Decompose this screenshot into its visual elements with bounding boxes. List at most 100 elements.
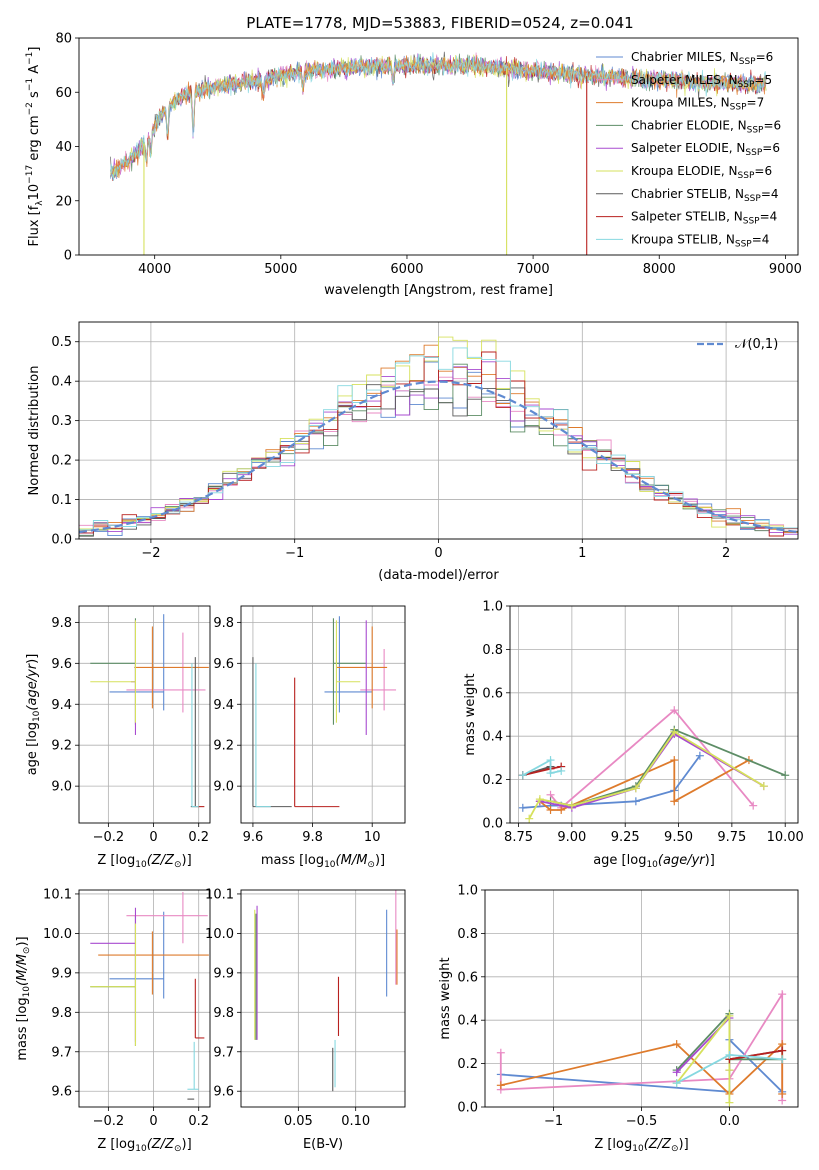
legend-label: Chabrier ELODIE, NSSP=6 (631, 118, 781, 135)
label-italic: (Z/Z (644, 1137, 672, 1152)
mass-axis-label: mass [log10(M/M⊙)] (261, 853, 385, 870)
legend-label: Salpeter ELODIE, NSSP=6 (631, 141, 780, 158)
legend-label: Chabrier MILES, NSSP=6 (631, 50, 773, 67)
y-tick-label: 9.2 (213, 739, 234, 754)
legend-name: Chabrier MILES, N (631, 50, 739, 64)
spectrum-series-line (110, 52, 767, 181)
z-axis-label: Z [log10(Z/Z⊙)] (97, 1137, 191, 1154)
x-tick-label: −2 (141, 546, 160, 561)
y-tick-label: 0.4 (457, 1014, 478, 1029)
label-part: Z [log (594, 1137, 632, 1152)
y-tick-label: 10.0 (205, 927, 234, 942)
legend-sub: SSP (744, 194, 761, 204)
legend-sub: SSP (738, 171, 755, 181)
y-tick-label: 10.1 (205, 887, 234, 902)
y-tick-label: 0.8 (482, 643, 503, 658)
x-tick-label: 6000 (390, 262, 423, 277)
x-tick-label: 9.00 (557, 830, 586, 845)
age_vs_Z-errorbars (90, 614, 209, 808)
x-tick-label: 0.10 (341, 1114, 370, 1129)
x-tick-label: 10.00 (767, 830, 804, 845)
age_vs_Z-frame (78, 605, 211, 824)
mw_vs_age-axes: 8.75 9.00 9.25 9.50 9.75 10.00 0.0 0.2 0.4 0.6 0.8… (482, 600, 803, 846)
mw_vs_age-series (518, 706, 790, 823)
y-tick-label: 9.8 (213, 1006, 234, 1021)
residual-histograms (79, 336, 798, 537)
x-tick-label: 0 (434, 546, 442, 561)
x-tick-label: 0 (149, 830, 157, 845)
label-part: )] (375, 853, 385, 868)
x-tick-label: 9000 (769, 262, 802, 277)
figure-title: PLATE=1778, MJD=53883, FIBERID=0524, z=0… (246, 14, 633, 32)
mass-axis-label: mass [log10(M/M⊙)] (15, 936, 32, 1060)
label-sub: 10 (324, 860, 336, 870)
label-part: age [log (593, 853, 646, 868)
legend-sub: SSP (730, 103, 747, 113)
ylabel-part: −2 (25, 102, 35, 115)
y-tick-label: 9.4 (213, 698, 234, 713)
label-part: )] (15, 936, 30, 946)
age_vs_mass-frame (240, 605, 406, 824)
y-tick-label: 0.4 (482, 730, 503, 745)
y-tick-label: 0.8 (457, 927, 478, 942)
mw_vs_age-frame (509, 605, 799, 824)
x-tick-label: 0.2 (188, 830, 209, 845)
legend-tail: =5 (754, 73, 772, 87)
ylabel-part: erg cm (27, 115, 42, 164)
ebv-axis-label: E(B-V) (303, 1137, 343, 1152)
legend-tail: =6 (756, 50, 774, 64)
mass-weight-line (729, 1049, 783, 1061)
y-tick-label: 9.9 (213, 966, 234, 981)
mass-weight-line (528, 730, 765, 820)
legend-tail: =7 (747, 96, 765, 110)
label-sub: 10 (135, 1144, 147, 1154)
legend-label: Salpeter MILES, NSSP=5 (631, 73, 772, 90)
ylabel-part: 10 (27, 184, 42, 201)
y-tick-label: 10.1 (43, 887, 72, 902)
residual-legend-label: 𝒩(0,1) (735, 337, 778, 352)
x-tick-label: 9.6 (243, 830, 264, 845)
y-tick-label: 0.5 (51, 335, 72, 350)
mw_vs_Z-series (496, 990, 787, 1107)
residuals-xlabel: (data-model)/error (378, 568, 499, 583)
label-sub: 10 (646, 860, 658, 870)
y-tick-label: 9.0 (51, 780, 72, 795)
legend-name: Salpeter STELIB, N (631, 210, 743, 224)
mw_vs_age-ylabel: mass weight (463, 673, 478, 755)
y-tick-label: 0.6 (482, 686, 503, 701)
mass_vs_EBV-axes: 0.05 0.10 9.6 9.7 9.8 9.9 10.0 10.1 (205, 887, 405, 1129)
legend-tail: =4 (752, 232, 770, 246)
mass_vs_Z-errorbars (90, 891, 209, 1100)
y-tick-label: 0.2 (457, 1057, 478, 1072)
plot-layer: 4000 5000 6000 7000 8000 9000020406080wavelen… (15, 32, 804, 1155)
x-tick-label: 0.0 (719, 1114, 740, 1129)
ylabel-part: λ (35, 200, 45, 206)
x-tick-label: 9.8 (302, 830, 323, 845)
y-tick-label: 0.3 (51, 414, 72, 429)
ylabel-part: ] (27, 47, 42, 52)
y-tick-label: 9.6 (51, 1085, 72, 1100)
spectrum-axes: 4000 5000 6000 7000 8000 9000 0 20 40 60 80 (55, 32, 801, 278)
mw_vs_Z-frame (484, 889, 799, 1108)
y-tick-label: 9.7 (213, 1045, 234, 1060)
spectrum-ylabel: Flux [fλ10−17 erg cm−2 s−1 A−1] (25, 47, 45, 247)
y-tick-label: 9.2 (51, 739, 72, 754)
legend-tail: =4 (760, 210, 778, 224)
x-tick-label: 0.05 (284, 1114, 313, 1129)
y-tick-label: 1.0 (457, 884, 478, 899)
y-tick-label: 9.8 (213, 616, 234, 631)
z-axis-label: Z [log10(Z/Z⊙)] (97, 853, 191, 870)
residuals-ylabel: Normed distribution (27, 366, 42, 496)
mass-weight-line (539, 758, 750, 811)
x-tick-label: −1 (544, 1114, 563, 1129)
mass_vs_Z-axes: −0.2 0 0.2 9.6 9.7 9.8 9.9 10.0 10.1 (43, 887, 210, 1129)
x-tick-label: 2 (722, 546, 730, 561)
mass-weight-line (522, 758, 562, 777)
legend-name: Chabrier STELIB, N (631, 187, 744, 201)
y-tick-label: 0.2 (51, 454, 72, 469)
legend-name: Kroupa ELODIE, N (631, 164, 738, 178)
mass_vs_EBV-frame (240, 889, 406, 1108)
legend-sub: SSP (739, 57, 756, 67)
y-tick-label: 9.6 (213, 1085, 234, 1100)
histogram-outline (79, 351, 798, 537)
